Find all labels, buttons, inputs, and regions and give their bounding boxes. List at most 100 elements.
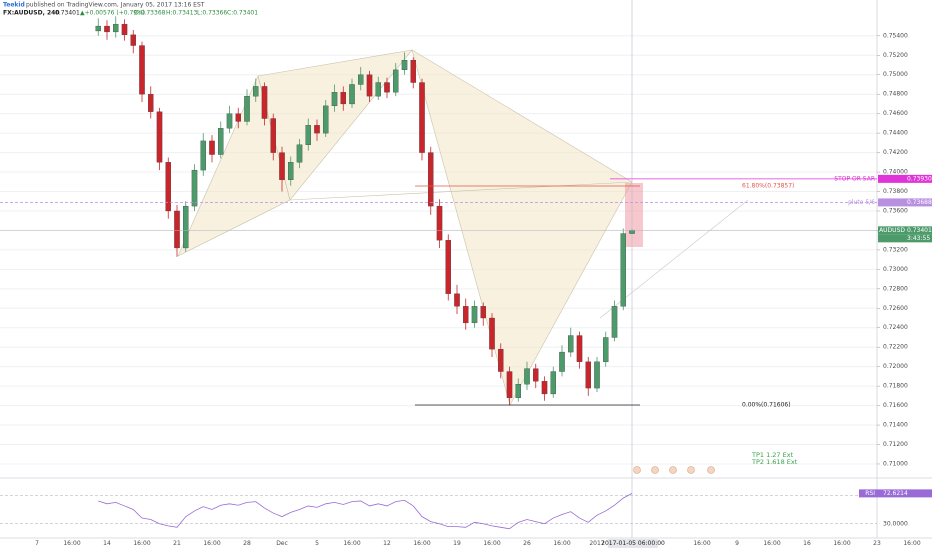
annotation: TP2 1.618 Ext [751,458,798,466]
y-tick-label: 0.74000 [883,169,908,176]
candle-body [585,361,592,389]
candle-body [497,349,504,372]
candle-body [629,230,635,234]
event-icon [707,466,715,474]
y-tick-label: 0.74400 [883,130,908,137]
author: Teekid [3,2,25,9]
price-line-name: pluto 5/6 [848,199,875,206]
x-tick-label: 2017 [589,540,604,547]
x-tick-label: 19 [453,540,461,547]
y-tick-label: 0.73800 [883,188,908,195]
rsi-value: 72.6214 [883,490,908,497]
candle-body [165,162,171,212]
pattern-cd [411,49,633,406]
x-tick-label: 12 [383,540,391,547]
x-tick-label: 16:00 [483,540,500,547]
candle-body [392,69,399,93]
candle-body [244,95,250,122]
candle-body [340,92,346,105]
candle-body [322,105,329,134]
x-tick-label: 16:00 [553,540,570,547]
price-line-name: STOP OR SAR [834,175,875,182]
candle-body [384,82,390,93]
y-tick-label: 0.72600 [883,305,908,312]
candle-body [270,118,276,153]
countdown: 3:43:55 [907,235,930,242]
fib-label: 61.80%(0.73857) [742,182,794,189]
candle-body [95,25,102,32]
candle-body [357,74,364,85]
candle-body [454,293,460,307]
candle-body [419,82,425,153]
change: ▲+0.00576 (+0.79%) [80,10,145,17]
candle-body [147,94,154,112]
candle-body [594,361,600,389]
candle-body [261,86,268,119]
candle-body [471,306,478,324]
crosshair-label-box [608,539,658,548]
grid [0,35,877,465]
y-tick-label: 0.74200 [883,149,908,156]
x-tick-label: 9 [735,540,739,547]
candle-body [104,25,110,33]
y-tick-label: 0.71600 [883,402,908,409]
x-tick-label: 16:00 [133,540,150,547]
candle-body [533,368,539,382]
candle-body [296,144,303,163]
x-tick-label: 16 [803,540,811,547]
candle-body [130,34,136,46]
y-tick-label: 0.71000 [883,460,908,467]
y-tick-label: 0.71800 [883,383,908,390]
low: L:0.73366 [197,10,227,17]
target-box [625,183,643,247]
candle-body [480,306,486,319]
price-box [878,198,932,207]
x-tick-label: 26 [523,540,531,547]
candle-body [489,317,495,350]
annotation: TP1 1.27 Ext [751,451,794,459]
rsi-line [98,493,633,530]
y-tick-label: 0.72200 [883,344,908,351]
candle-body [524,368,530,385]
x-tick-label: 28 [243,540,251,547]
candle-body [314,125,320,134]
x-tick-label: 5 [315,540,319,547]
candle-body [191,169,198,207]
x-tick-label: 16:00 [763,540,780,547]
y-tick-label: 0.75200 [883,52,908,59]
candle-body [113,23,119,33]
x-tick-label: 16:00 [63,540,80,547]
published: published on TradingView.com, January 05… [26,2,205,9]
candle-body [331,92,338,107]
y-tick-label: 0.72800 [883,285,908,292]
price-label: 0.73688 [907,199,932,206]
price-line-name: AUDUSD [879,227,905,234]
candle-body [287,162,294,180]
candle-body [576,335,583,362]
event-icons [633,466,715,474]
x-tick-label: 21 [173,540,181,547]
candle-body [349,84,355,105]
candle-body [156,111,163,163]
close: C:0.73401 [227,10,258,17]
candle-body [375,82,381,97]
x-tick-label: 16:00 [343,540,360,547]
x-tick-label: Dec [276,540,288,547]
price-box [878,174,932,183]
y-tick-label: 0.72000 [883,363,908,370]
y-tick-label: 0.71400 [883,422,908,429]
candle-body [462,306,469,324]
candle-body [305,125,311,145]
open: O:0.73368 [134,10,166,17]
y-tick-label: 0.75400 [883,32,908,39]
fib-label: 0.00%(0.71606) [742,402,791,409]
price-box [878,226,932,235]
candle-body [209,140,215,155]
x-tick-label: 16:00 [203,540,220,547]
event-icon [687,466,695,474]
y-tick-label: 0.72400 [883,324,908,331]
x-tick-label: 16:00 [903,540,920,547]
y-tick-label: 0.74600 [883,110,908,117]
candle-body [174,210,180,249]
